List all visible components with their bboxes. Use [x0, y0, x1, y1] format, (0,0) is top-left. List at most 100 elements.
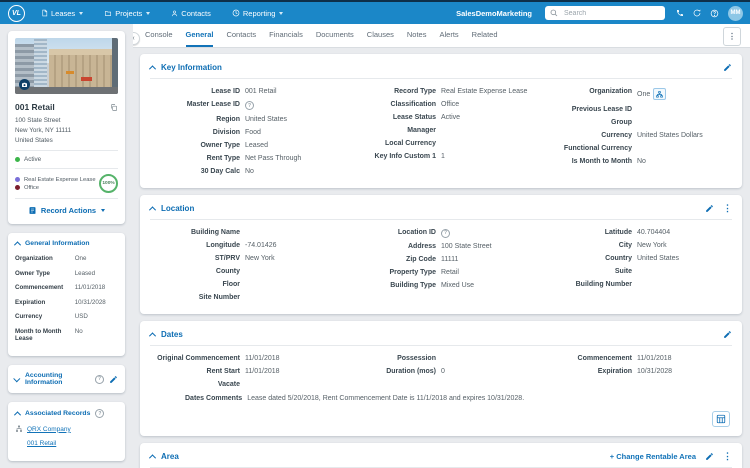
organization-hierarchy-icon[interactable]: [653, 88, 667, 100]
section-header-dates[interactable]: Dates: [148, 326, 732, 346]
camera-icon[interactable]: [19, 79, 30, 90]
field-value: 11/01/2018: [637, 355, 672, 362]
feedback-icon[interactable]: [693, 9, 701, 17]
edit-icon[interactable]: [109, 375, 118, 384]
kebab-menu-icon[interactable]: ⋮: [723, 202, 732, 213]
chevron-up-icon: [148, 205, 157, 213]
field-value-text: Leased: [245, 141, 268, 149]
field-value: No: [637, 158, 646, 165]
field-column: Lease ID 001 Retail Master Lease ID? Region…: [150, 88, 340, 181]
help-icon[interactable]: [710, 9, 719, 18]
legend-item: Office: [15, 185, 96, 191]
field-30-day-calc: 30 Day Calc No: [150, 168, 340, 176]
tab-notes[interactable]: Notes: [406, 30, 427, 39]
help-icon[interactable]: ?: [245, 101, 254, 110]
section-header-key-information[interactable]: Key Information: [148, 59, 732, 79]
app-logo[interactable]: VL: [8, 4, 25, 22]
field-value-text: Lease dated 5/20/2018, Rent Commencement…: [247, 394, 525, 402]
tab-alerts[interactable]: Alerts: [439, 30, 459, 39]
user-avatar[interactable]: MM: [728, 5, 743, 21]
phone-icon[interactable]: [676, 9, 684, 17]
field-division: Division Food: [150, 129, 340, 137]
nav-projects[interactable]: Projects: [104, 9, 151, 18]
field-commencement: Commencement 11/01/2018: [15, 284, 118, 291]
field-label: Duration (mos): [386, 367, 436, 375]
panel-title: Associated Records: [25, 410, 91, 418]
help-icon[interactable]: ?: [441, 228, 450, 238]
field-value: Real Estate Expense Lease: [441, 88, 527, 95]
accounting-information-header[interactable]: Accounting Information ?: [13, 372, 118, 387]
field-label: Address: [407, 243, 436, 250]
chevron-down-icon: [79, 11, 84, 15]
kebab-menu-icon[interactable]: ⋮: [723, 450, 732, 461]
field-label: Location ID: [397, 228, 436, 236]
search-box[interactable]: [545, 6, 665, 20]
nav-reporting[interactable]: Reporting: [232, 9, 284, 18]
nav-leases[interactable]: Leases: [41, 8, 84, 18]
field-value-text: No: [637, 157, 646, 165]
field-value: New York: [637, 242, 667, 249]
field-label: City: [618, 241, 632, 249]
tab-clauses[interactable]: Clauses: [366, 30, 394, 39]
tab-contacts[interactable]: Contacts: [226, 30, 257, 39]
accounting-information-panel: Accounting Information ?: [8, 365, 125, 394]
nav-clock-icon: [232, 9, 240, 17]
field-value-text: 11/01/2018: [637, 354, 672, 362]
field-building-type: Building Type Mixed Use: [346, 282, 536, 290]
calculator-button[interactable]: [712, 410, 730, 427]
property-photo: [15, 38, 118, 94]
field-manager: Manager: [346, 127, 536, 135]
general-information-header[interactable]: General Information: [13, 240, 118, 249]
field-value: 11111: [441, 256, 458, 263]
associated-records-header[interactable]: Associated Records ?: [13, 409, 118, 419]
tab-documents[interactable]: Documents: [315, 30, 354, 39]
help-icon[interactable]: ?: [95, 374, 104, 384]
nav-contacts[interactable]: Contacts: [171, 9, 211, 18]
nav-person-icon: [171, 10, 178, 17]
field-vacate: Vacate: [150, 381, 340, 389]
field-local-currency: Local Currency: [346, 140, 536, 148]
section-header-area[interactable]: Area + Change Rentable Area ⋮: [148, 448, 732, 468]
chevron-up-icon: [13, 411, 22, 419]
field-value-text: United States: [637, 254, 680, 262]
section-header-location[interactable]: Location ⋮: [148, 200, 732, 220]
field-label: Original Commencement: [157, 354, 240, 362]
search-input[interactable]: [562, 8, 660, 18]
field-value-text: 11/01/2018: [245, 367, 280, 375]
nav-label: Leases: [51, 8, 76, 18]
edit-icon[interactable]: [723, 330, 732, 339]
field-label: Is Month to Month: [571, 157, 632, 165]
field-value-text: 10/31/2028: [637, 367, 673, 375]
tab-general[interactable]: General: [185, 24, 214, 47]
tab-related[interactable]: Related: [471, 30, 498, 39]
field-label: Possession: [397, 354, 436, 362]
change-rentable-area-link[interactable]: + Change Rentable Area: [609, 451, 696, 461]
field-address: Address 100 State Street: [346, 243, 536, 251]
help-icon[interactable]: ?: [95, 409, 105, 419]
edit-icon[interactable]: [723, 63, 732, 72]
panel-title: Accounting Information: [25, 372, 63, 387]
field-lease-id: Lease ID 001 Retail: [150, 88, 340, 96]
edit-icon[interactable]: [705, 204, 714, 213]
record-type-legend: Real Estate Expense Lease Office 100%: [15, 169, 118, 200]
page-kebab-menu-button[interactable]: ⋮: [723, 27, 741, 46]
field-value: ?: [441, 228, 450, 238]
field-value-text: United States Dollars: [637, 131, 703, 139]
record-link[interactable]: 001 Retail: [27, 440, 57, 448]
field-value: United States: [245, 116, 287, 123]
field-label: Building Number: [575, 280, 632, 288]
record-link[interactable]: QRX Company: [27, 425, 71, 433]
tab-financials[interactable]: Financials: [269, 30, 303, 39]
section-actions: ⋮: [705, 202, 732, 213]
section-key-information: Key Information Lease ID 001 Retail Master …: [140, 54, 742, 188]
field-value: -74.01426: [245, 242, 277, 249]
record-actions-button[interactable]: Record Actions: [15, 199, 118, 217]
field-possession: Possession: [346, 355, 536, 363]
edit-icon[interactable]: [705, 452, 714, 461]
lease-status: Active: [15, 151, 118, 170]
copy-icon[interactable]: [110, 103, 118, 112]
section-title: Dates: [161, 329, 183, 339]
field-label: County: [215, 267, 240, 275]
tab-console[interactable]: Console: [145, 30, 173, 39]
lease-title: 001 Retail: [15, 102, 55, 112]
